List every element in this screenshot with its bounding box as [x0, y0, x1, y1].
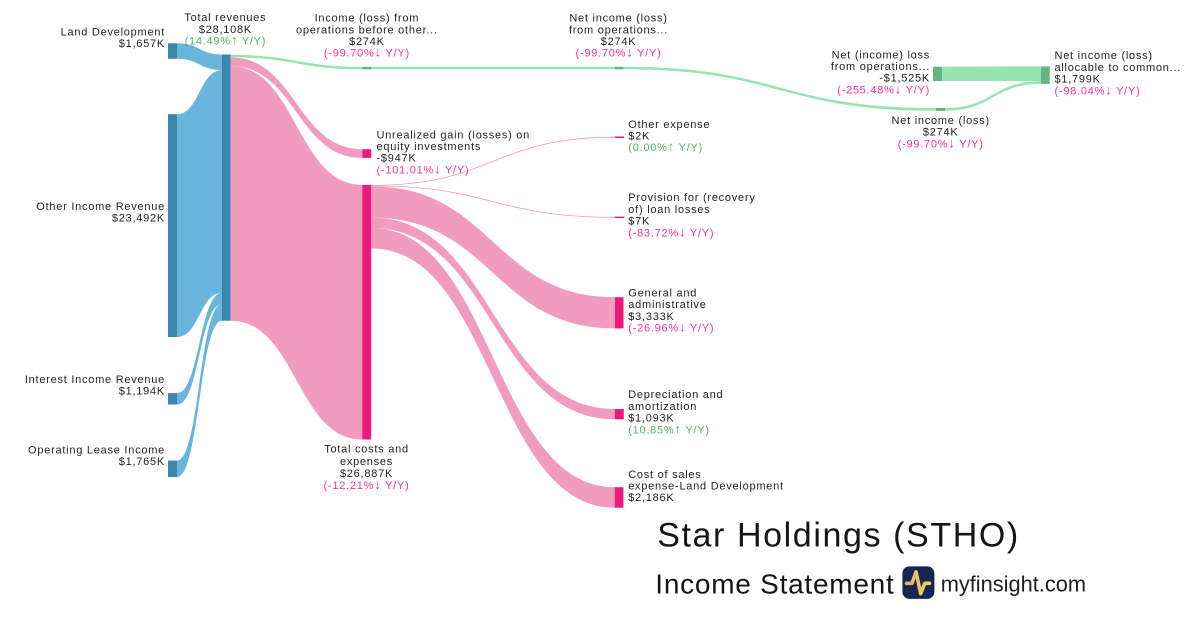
svg-text:(-26.96%↓ Y/Y): (-26.96%↓ Y/Y) — [628, 320, 714, 335]
svg-text:$1,194K: $1,194K — [119, 386, 165, 398]
svg-text:Interest Income Revenue: Interest Income Revenue — [25, 374, 165, 386]
svg-text:$274K: $274K — [923, 127, 959, 139]
svg-text:expenses: expenses — [340, 456, 393, 468]
svg-text:equity investments: equity investments — [377, 141, 482, 153]
svg-text:$1,657K: $1,657K — [119, 38, 165, 50]
svg-text:-$1,525K: -$1,525K — [879, 73, 930, 85]
svg-text:Unrealized gain (losses) on: Unrealized gain (losses) on — [377, 129, 531, 141]
svg-text:operations before other...: operations before other... — [296, 24, 438, 36]
svg-text:$28,108K: $28,108K — [199, 24, 252, 36]
svg-text:$1,799K: $1,799K — [1055, 74, 1101, 86]
svg-text:(-12.21%↓ Y/Y): (-12.21%↓ Y/Y) — [324, 477, 410, 492]
svg-text:Cost of sales: Cost of sales — [628, 469, 701, 481]
svg-text:$7K: $7K — [628, 216, 650, 228]
svg-text:(10.85%↑ Y/Y): (10.85%↑ Y/Y) — [628, 421, 710, 436]
svg-text:Other expense: Other expense — [628, 119, 710, 131]
svg-text:Net income (loss): Net income (loss) — [892, 115, 990, 127]
svg-text:Net income (loss): Net income (loss) — [1055, 50, 1153, 62]
svg-text:$1,765K: $1,765K — [119, 456, 165, 468]
svg-text:amortization: amortization — [628, 401, 697, 413]
svg-text:of) loan losses: of) loan losses — [628, 204, 710, 216]
svg-text:Operating Lease Income: Operating Lease Income — [28, 444, 165, 456]
svg-text:$274K: $274K — [349, 36, 385, 48]
svg-text:Total costs and: Total costs and — [324, 444, 409, 456]
svg-text:$23,492K: $23,492K — [112, 213, 165, 225]
svg-text:Provision for (recovery: Provision for (recovery — [628, 192, 755, 204]
svg-text:(-83.72%↓ Y/Y): (-83.72%↓ Y/Y) — [628, 224, 714, 239]
svg-text:(-101.01%↓ Y/Y): (-101.01%↓ Y/Y) — [377, 161, 470, 176]
svg-text:$274K: $274K — [601, 36, 637, 48]
svg-text:Depreciation and: Depreciation and — [628, 389, 723, 401]
svg-text:Land Development: Land Development — [61, 26, 165, 38]
svg-text:$3,333K: $3,333K — [628, 311, 674, 323]
svg-text:from operations...: from operations... — [831, 61, 930, 73]
svg-text:$26,887K: $26,887K — [340, 468, 393, 480]
svg-text:-$947K: -$947K — [377, 153, 417, 165]
svg-text:allocable to common...: allocable to common... — [1055, 62, 1182, 74]
svg-text:$2,186K: $2,186K — [628, 492, 674, 504]
svg-text:Total revenues: Total revenues — [184, 12, 266, 24]
svg-text:Income (loss) from: Income (loss) from — [315, 13, 420, 25]
svg-text:(-98.04%↓ Y/Y): (-98.04%↓ Y/Y) — [1055, 82, 1141, 97]
svg-text:(-255.48%↓ Y/Y): (-255.48%↓ Y/Y) — [837, 81, 930, 96]
svg-text:administrative: administrative — [628, 299, 706, 311]
svg-text:expense-Land Development: expense-Land Development — [628, 481, 784, 493]
svg-text:myfinsight.com: myfinsight.com — [941, 571, 1086, 596]
svg-text:(-99.70%↓ Y/Y): (-99.70%↓ Y/Y) — [576, 45, 662, 60]
svg-text:Net (income) loss: Net (income) loss — [832, 49, 930, 61]
svg-text:(-99.70%↓ Y/Y): (-99.70%↓ Y/Y) — [898, 135, 984, 150]
svg-text:Income Statement: Income Statement — [655, 568, 894, 599]
svg-text:$2K: $2K — [628, 131, 650, 143]
svg-text:Other Income Revenue: Other Income Revenue — [36, 201, 165, 213]
svg-text:(14.49%↑ Y/Y): (14.49%↑ Y/Y) — [185, 33, 267, 48]
svg-text:General and: General and — [628, 288, 697, 300]
svg-text:(0.00%↑ Y/Y): (0.00%↑ Y/Y) — [628, 139, 703, 154]
svg-text:$1,093K: $1,093K — [628, 413, 674, 425]
svg-text:Net income (loss): Net income (loss) — [569, 13, 667, 25]
svg-text:(-99.70%↓ Y/Y): (-99.70%↓ Y/Y) — [324, 45, 410, 60]
svg-text:from operations...: from operations... — [569, 24, 668, 36]
svg-text:Star Holdings (STHO): Star Holdings (STHO) — [657, 517, 1020, 555]
